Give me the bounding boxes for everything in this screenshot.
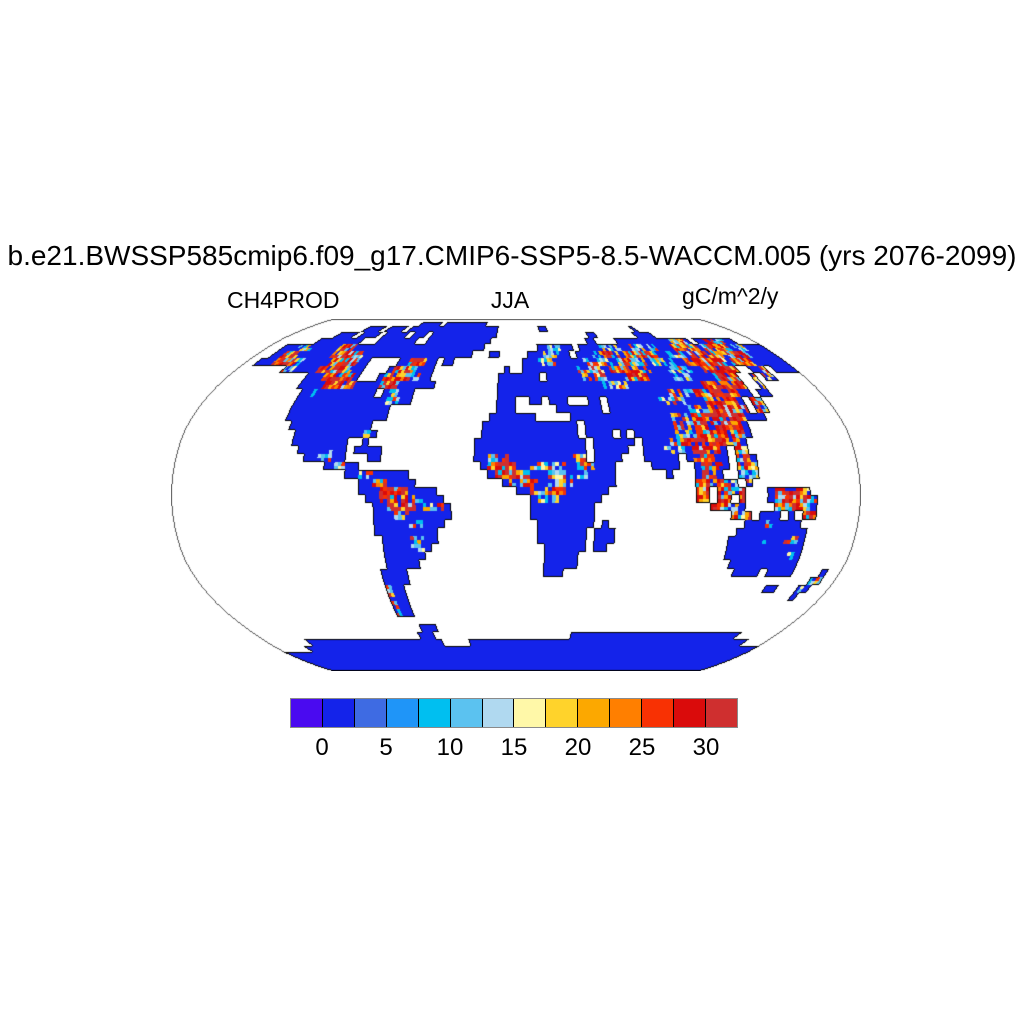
colorbar-cell <box>353 699 386 727</box>
colorbar-cell <box>513 699 546 727</box>
season-label: JJA <box>490 287 530 313</box>
colorbar-cell <box>704 699 737 727</box>
world-map <box>171 319 861 671</box>
colorbar-cell <box>545 699 578 727</box>
colorbar: 0 5 10 15 20 25 30 <box>290 698 738 768</box>
variable-label: CH4PROD <box>227 287 340 313</box>
plot-title: b.e21.BWSSP585cmip6.f09_g17.CMIP6-SSP5-8… <box>7 240 1017 271</box>
colorbar-tick-label: 0 <box>315 734 329 761</box>
colorbar-cell <box>641 699 674 727</box>
colorbar-cell <box>385 699 418 727</box>
colorbar-tick-label: 10 <box>436 734 464 761</box>
colorbar-tick-label: 30 <box>692 734 720 761</box>
units-label: gC/m^2/y <box>682 283 779 309</box>
colorbar-tick-label: 15 <box>500 734 528 761</box>
colorbar-cells <box>290 698 738 728</box>
colorbar-cell <box>291 699 322 727</box>
colorbar-cell <box>321 699 354 727</box>
colorbar-tick-label: 5 <box>379 734 393 761</box>
colorbar-cell <box>609 699 642 727</box>
colorbar-tick-label: 20 <box>564 734 592 761</box>
world-map-canvas <box>171 319 861 671</box>
colorbar-cell <box>417 699 450 727</box>
colorbar-cell <box>449 699 482 727</box>
colorbar-cell <box>481 699 514 727</box>
colorbar-cell <box>577 699 610 727</box>
colorbar-cell <box>673 699 705 727</box>
colorbar-tick-label: 25 <box>628 734 656 761</box>
